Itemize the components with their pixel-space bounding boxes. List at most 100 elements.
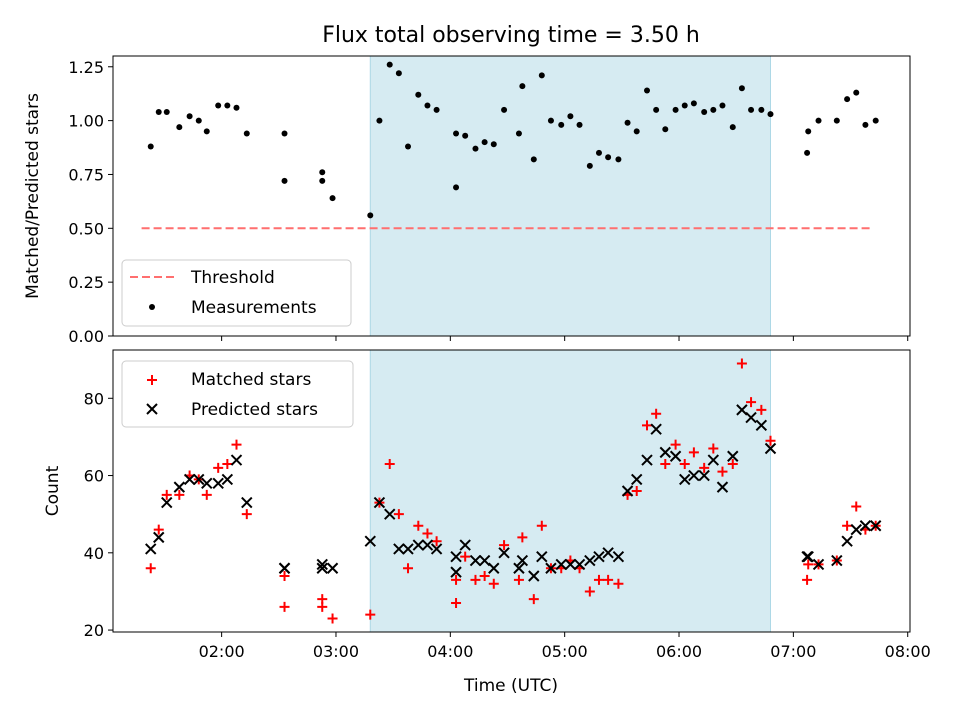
measurement-point [547, 117, 554, 124]
measurement-point [281, 130, 288, 137]
predicted-stars-points [145, 404, 882, 582]
predicted-star-point [593, 550, 605, 563]
measurement-point [767, 111, 774, 118]
y-tick-label: 60 [84, 467, 104, 486]
y-tick-label: 1.25 [68, 58, 104, 77]
predicted-star-point [201, 477, 213, 489]
matched-star-point [161, 489, 172, 500]
predicted-star-point [564, 558, 577, 571]
predicted-star-point [278, 562, 291, 574]
predicted-star-point [450, 566, 462, 578]
measurement-point [595, 149, 602, 156]
predicted-stars-legend-label: Predicted stars [191, 400, 318, 420]
x-tick-label: 08:00 [885, 642, 931, 661]
observing-span [369, 55, 771, 337]
matched-star-point [517, 532, 528, 543]
count-panel: 02:00 03:00 04:00 05:00 06:00 07:00 08:00 20 40… [43, 349, 931, 696]
measurement-point [853, 89, 860, 96]
matched-star-point [842, 520, 853, 531]
predicted-star-point [555, 558, 567, 571]
measurement-point [319, 177, 326, 184]
ratio-x-ticks [221, 336, 909, 341]
matched-star-point [470, 574, 481, 585]
measurement-point [576, 121, 583, 128]
measurements-legend-swatch [149, 304, 155, 310]
measurement-point [462, 132, 469, 139]
matched-star-point [642, 420, 653, 431]
matched-star-point [736, 358, 747, 369]
measurement-point [203, 128, 210, 135]
count-y-axis-label: Count [43, 465, 63, 516]
predicted-star-point [513, 562, 525, 574]
measurement-point [472, 145, 479, 152]
matched-star-point [756, 404, 767, 415]
predicted-star-point [384, 508, 396, 520]
measurement-point [862, 121, 869, 128]
y-tick-label: 0.50 [68, 219, 104, 238]
predicted-star-point [402, 543, 414, 555]
matched-stars-legend-label: Matched stars [191, 370, 311, 390]
measurement-point [405, 143, 412, 150]
ratio-y-ticks: 0.00 0.25 0.50 0.75 1.00 1.25 [68, 58, 113, 346]
ratio-panel: 0.00 0.25 0.50 0.75 1.00 1.25 Matched/Predict… [23, 55, 911, 346]
matched-star-point [365, 609, 376, 620]
measurement-point [163, 109, 170, 115]
ratio-shaded-span [369, 55, 771, 337]
measurement-point [433, 106, 440, 113]
predicted-star-point [326, 562, 339, 574]
count-y-ticks: 20 40 60 80 [84, 389, 113, 640]
measurement-point [605, 154, 612, 161]
measurement-point [662, 126, 669, 133]
predicted-star-point [716, 481, 729, 493]
y-tick-label: 0.75 [68, 165, 104, 184]
measurement-point [233, 104, 240, 111]
matched-star-point [479, 570, 490, 581]
predicted-star-point [669, 450, 682, 462]
y-tick-label: 80 [84, 389, 104, 408]
matched-stars-legend-swatch [147, 375, 157, 385]
matched-star-point [241, 509, 252, 520]
measurement-point [195, 117, 202, 124]
measurement-point [701, 109, 708, 115]
predicted-star-point [230, 454, 243, 466]
predicted-star-point [393, 543, 405, 555]
measurement-point [147, 143, 154, 150]
x-tick-label: 06:00 [656, 642, 702, 661]
matched-star-point [528, 594, 539, 605]
matched-star-point [384, 458, 395, 469]
measurement-point [738, 85, 745, 92]
measurement-point [633, 128, 640, 135]
predicted-star-point [478, 554, 491, 567]
measurement-point [672, 106, 679, 113]
y-tick-label: 0.25 [68, 273, 104, 292]
predicted-star-point [727, 450, 739, 462]
count-axes-frame [112, 349, 911, 633]
measurement-point [386, 61, 393, 68]
matched-star-point [851, 501, 862, 512]
x-tick-label: 04:00 [427, 642, 473, 661]
measurement-point [815, 117, 822, 124]
ratio-legend: Threshold Measurements [121, 259, 352, 327]
predicted-star-point [364, 535, 376, 547]
predicted-star-point [745, 411, 757, 424]
measurement-point [481, 139, 488, 146]
measurement-point [319, 169, 326, 176]
predicted-star-point [450, 550, 462, 563]
x-axis-label: Time (UTC) [463, 676, 558, 696]
matched-star-point [431, 536, 442, 547]
matched-star-point [803, 559, 814, 570]
matched-star-point [631, 486, 642, 496]
count-legend: Matched stars Predicted stars [121, 360, 354, 428]
predicted-star-point [316, 558, 328, 571]
measurement-point [567, 113, 574, 120]
predicted-star-point [621, 485, 634, 497]
threshold-legend-label: Threshold [190, 268, 275, 288]
measurement-point [804, 149, 811, 156]
predicted-star-point [241, 496, 253, 509]
matched-star-point [422, 528, 433, 539]
matched-star-point [279, 601, 290, 612]
predicted-star-point [545, 562, 557, 574]
measurement-point [844, 96, 851, 103]
x-tick-label: 02:00 [199, 642, 245, 661]
predicted-star-point [373, 496, 386, 509]
